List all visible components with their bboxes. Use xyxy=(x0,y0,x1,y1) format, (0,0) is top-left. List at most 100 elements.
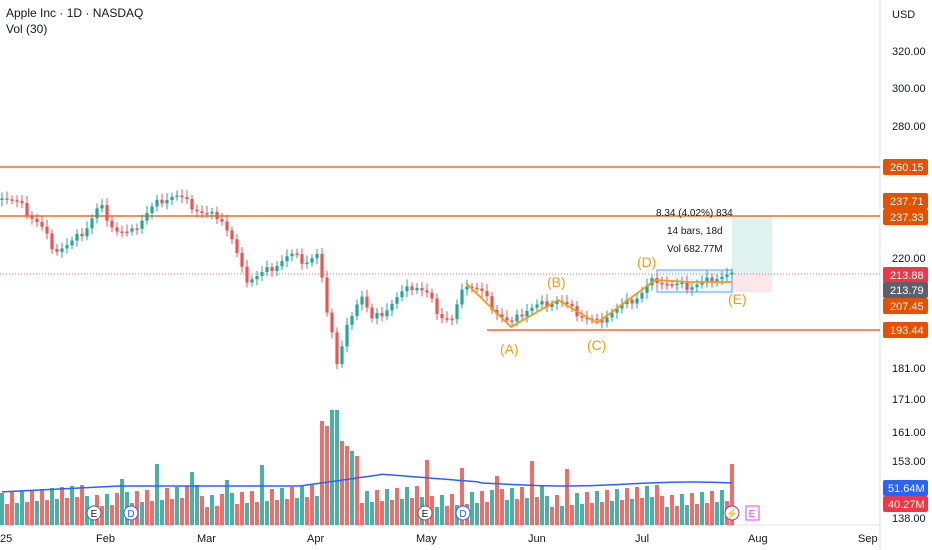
earnings-marker[interactable]: E xyxy=(86,505,102,521)
candle-body xyxy=(125,231,129,234)
candle-body xyxy=(525,310,529,317)
candle-body xyxy=(15,200,19,202)
volume-bar xyxy=(200,496,204,525)
candle-body xyxy=(300,254,304,264)
date-axis[interactable]: 25 Feb Mar Apr May Jun Jul Aug Sep xyxy=(0,533,878,545)
candle-body xyxy=(605,317,609,323)
volume-bar xyxy=(40,489,44,525)
measure-profit-zone xyxy=(732,216,772,274)
volume-bar xyxy=(300,486,304,525)
candle-body xyxy=(175,195,179,198)
price-axis[interactable]: 320.00 300.00 280.00 220.00 181.00 171.0… xyxy=(892,46,926,525)
level-label-260: 260.15 xyxy=(890,162,924,174)
last-price-label: 213.88 xyxy=(890,270,924,282)
date-tick: Apr xyxy=(307,533,324,545)
volume-bar xyxy=(110,505,114,525)
volume-bar xyxy=(510,488,514,525)
volume-bar xyxy=(695,504,699,525)
volume-ma-label: 51.64M xyxy=(888,483,925,495)
candle-body xyxy=(595,318,599,321)
candle-body xyxy=(450,318,454,321)
volume-bar xyxy=(485,502,489,525)
volume-bars xyxy=(0,410,734,525)
candle-body xyxy=(550,304,554,308)
currency-label[interactable]: USD xyxy=(892,9,916,21)
candle-body xyxy=(585,317,589,320)
volume-bar xyxy=(265,501,269,525)
candle-body xyxy=(70,240,74,246)
volume-bar xyxy=(605,490,609,525)
candle-body xyxy=(305,262,309,265)
candle-body xyxy=(415,288,419,291)
volume-bar xyxy=(720,490,724,525)
candle-body xyxy=(540,301,544,305)
date-tick: Sep xyxy=(858,533,878,545)
volume-bar xyxy=(400,499,404,525)
volume-bar xyxy=(380,501,384,525)
volume-label: 40.27M xyxy=(888,499,925,511)
candle-body xyxy=(625,299,629,305)
candle-body xyxy=(265,267,269,273)
candle-body xyxy=(20,201,24,203)
earnings-marker[interactable]: E xyxy=(745,505,760,521)
candle-body xyxy=(645,285,649,293)
volume-bar xyxy=(370,502,374,525)
symbol-title[interactable]: Apple Inc · 1D · NASDAQ xyxy=(6,6,144,20)
volume-bar xyxy=(645,486,649,525)
date-tick: Jun xyxy=(528,533,546,545)
volume-bar xyxy=(250,491,254,525)
volume-bar xyxy=(55,499,59,525)
volume-bar xyxy=(185,486,189,525)
volume-bar xyxy=(230,493,234,525)
candle-body xyxy=(340,346,344,365)
candle-body xyxy=(360,296,364,305)
volume-bar xyxy=(490,490,494,525)
price-tick: 181.00 xyxy=(892,363,926,375)
candle-body xyxy=(350,316,354,325)
candle-body xyxy=(600,318,604,323)
volume-bar xyxy=(410,498,414,525)
volume-bar xyxy=(275,500,279,525)
lightning-icon[interactable]: ⚡ xyxy=(724,505,740,521)
candle-body xyxy=(150,206,154,213)
candle-body xyxy=(385,310,389,317)
candle-body xyxy=(285,256,289,262)
candles xyxy=(0,189,734,370)
candle-body xyxy=(240,252,244,267)
svg-text:E: E xyxy=(91,509,98,520)
volume-bar xyxy=(620,500,624,525)
volume-bar xyxy=(175,487,179,525)
candle-body xyxy=(30,215,34,219)
volume-bar xyxy=(450,494,454,525)
wave-label-b: (B) xyxy=(547,274,566,290)
wave-pattern-line[interactable] xyxy=(465,279,732,329)
volume-indicator-label[interactable]: Vol (30) xyxy=(6,22,48,36)
candle-body xyxy=(675,283,679,286)
candle-body xyxy=(210,211,214,214)
candle-body xyxy=(395,297,399,304)
candle-body xyxy=(480,288,484,292)
svg-text:D: D xyxy=(127,509,134,520)
wave-label-d: (D) xyxy=(637,254,656,270)
volume-bar xyxy=(690,493,694,525)
earnings-marker[interactable]: E xyxy=(417,505,433,521)
candle-body xyxy=(445,318,449,320)
candle-body xyxy=(665,283,669,286)
volume-bar xyxy=(330,410,334,525)
volume-moving-average-line xyxy=(1,473,733,493)
volume-bar xyxy=(115,493,119,525)
dividend-marker[interactable]: D xyxy=(123,505,139,521)
candle-body xyxy=(390,303,394,311)
volume-bar xyxy=(360,503,364,525)
candle-body xyxy=(345,324,349,347)
volume-bar xyxy=(640,498,644,525)
candle-body xyxy=(710,277,714,283)
candle-body xyxy=(45,226,49,234)
svg-text:E: E xyxy=(749,509,756,520)
candle-body xyxy=(255,276,259,280)
volume-bar xyxy=(150,501,154,525)
candle-body xyxy=(225,221,229,231)
dividend-marker[interactable]: D xyxy=(455,505,471,521)
candle-body xyxy=(230,230,234,240)
